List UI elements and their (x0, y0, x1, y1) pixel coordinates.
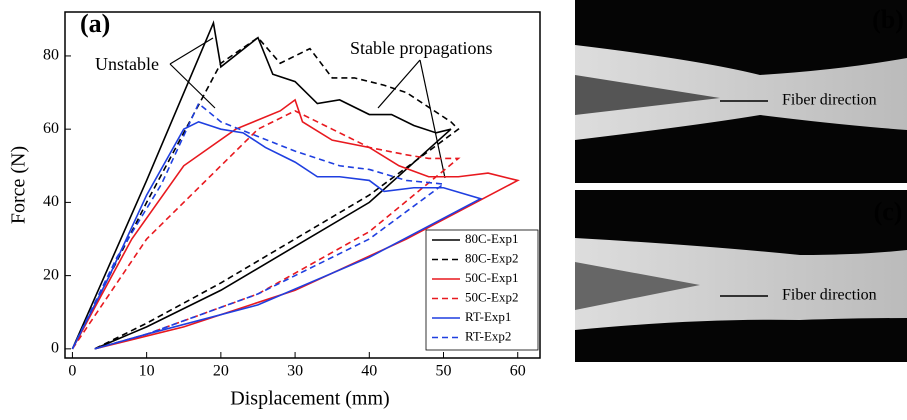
panel-label: (a) (80, 9, 110, 38)
legend-label: 50C-Exp1 (465, 270, 518, 285)
legend-label: 80C-Exp2 (465, 250, 518, 265)
legend-label: RT-Exp2 (465, 328, 511, 343)
legend-label: 80C-Exp1 (465, 231, 518, 246)
data-line (71, 109, 461, 350)
legend-label: RT-Exp1 (465, 309, 511, 324)
caption: Fiber direction (782, 287, 877, 304)
panel-label: (c) (874, 197, 903, 226)
annotation-arrows (169, 37, 446, 179)
y-tick-label: 0 (51, 340, 59, 357)
panel-label: (b) (872, 5, 904, 34)
x-tick-label: 20 (213, 363, 229, 380)
y-tick-label: 80 (43, 47, 59, 64)
image-b: (b) Fiber direction (575, 0, 907, 183)
x-tick-label: 50 (436, 363, 452, 380)
annotation: Stable propagations (350, 38, 492, 58)
y-tick-label: 60 (43, 120, 59, 137)
plot-frame (64, 11, 541, 359)
legend-box (425, 229, 539, 351)
legend-label: 50C-Exp2 (465, 289, 518, 304)
x-tick-label: 40 (361, 363, 377, 380)
image-c: (c) Fiber direction (575, 190, 907, 362)
x-tick-label: 0 (68, 363, 76, 380)
data-line (71, 20, 452, 350)
y-axis-label: Force (N) (8, 146, 30, 224)
x-tick-label: 30 (287, 363, 303, 380)
data-line (71, 102, 446, 350)
data-line (71, 36, 460, 350)
caption: Fiber direction (782, 92, 877, 109)
x-tick-label: 10 (139, 363, 155, 380)
annotation: Unstable (95, 54, 159, 74)
x-axis-label: Displacement (mm) (230, 388, 389, 410)
y-tick-label: 20 (43, 266, 59, 283)
y-tick-label: 40 (43, 193, 59, 210)
data-line (71, 120, 483, 350)
x-tick-label: 60 (510, 363, 526, 380)
